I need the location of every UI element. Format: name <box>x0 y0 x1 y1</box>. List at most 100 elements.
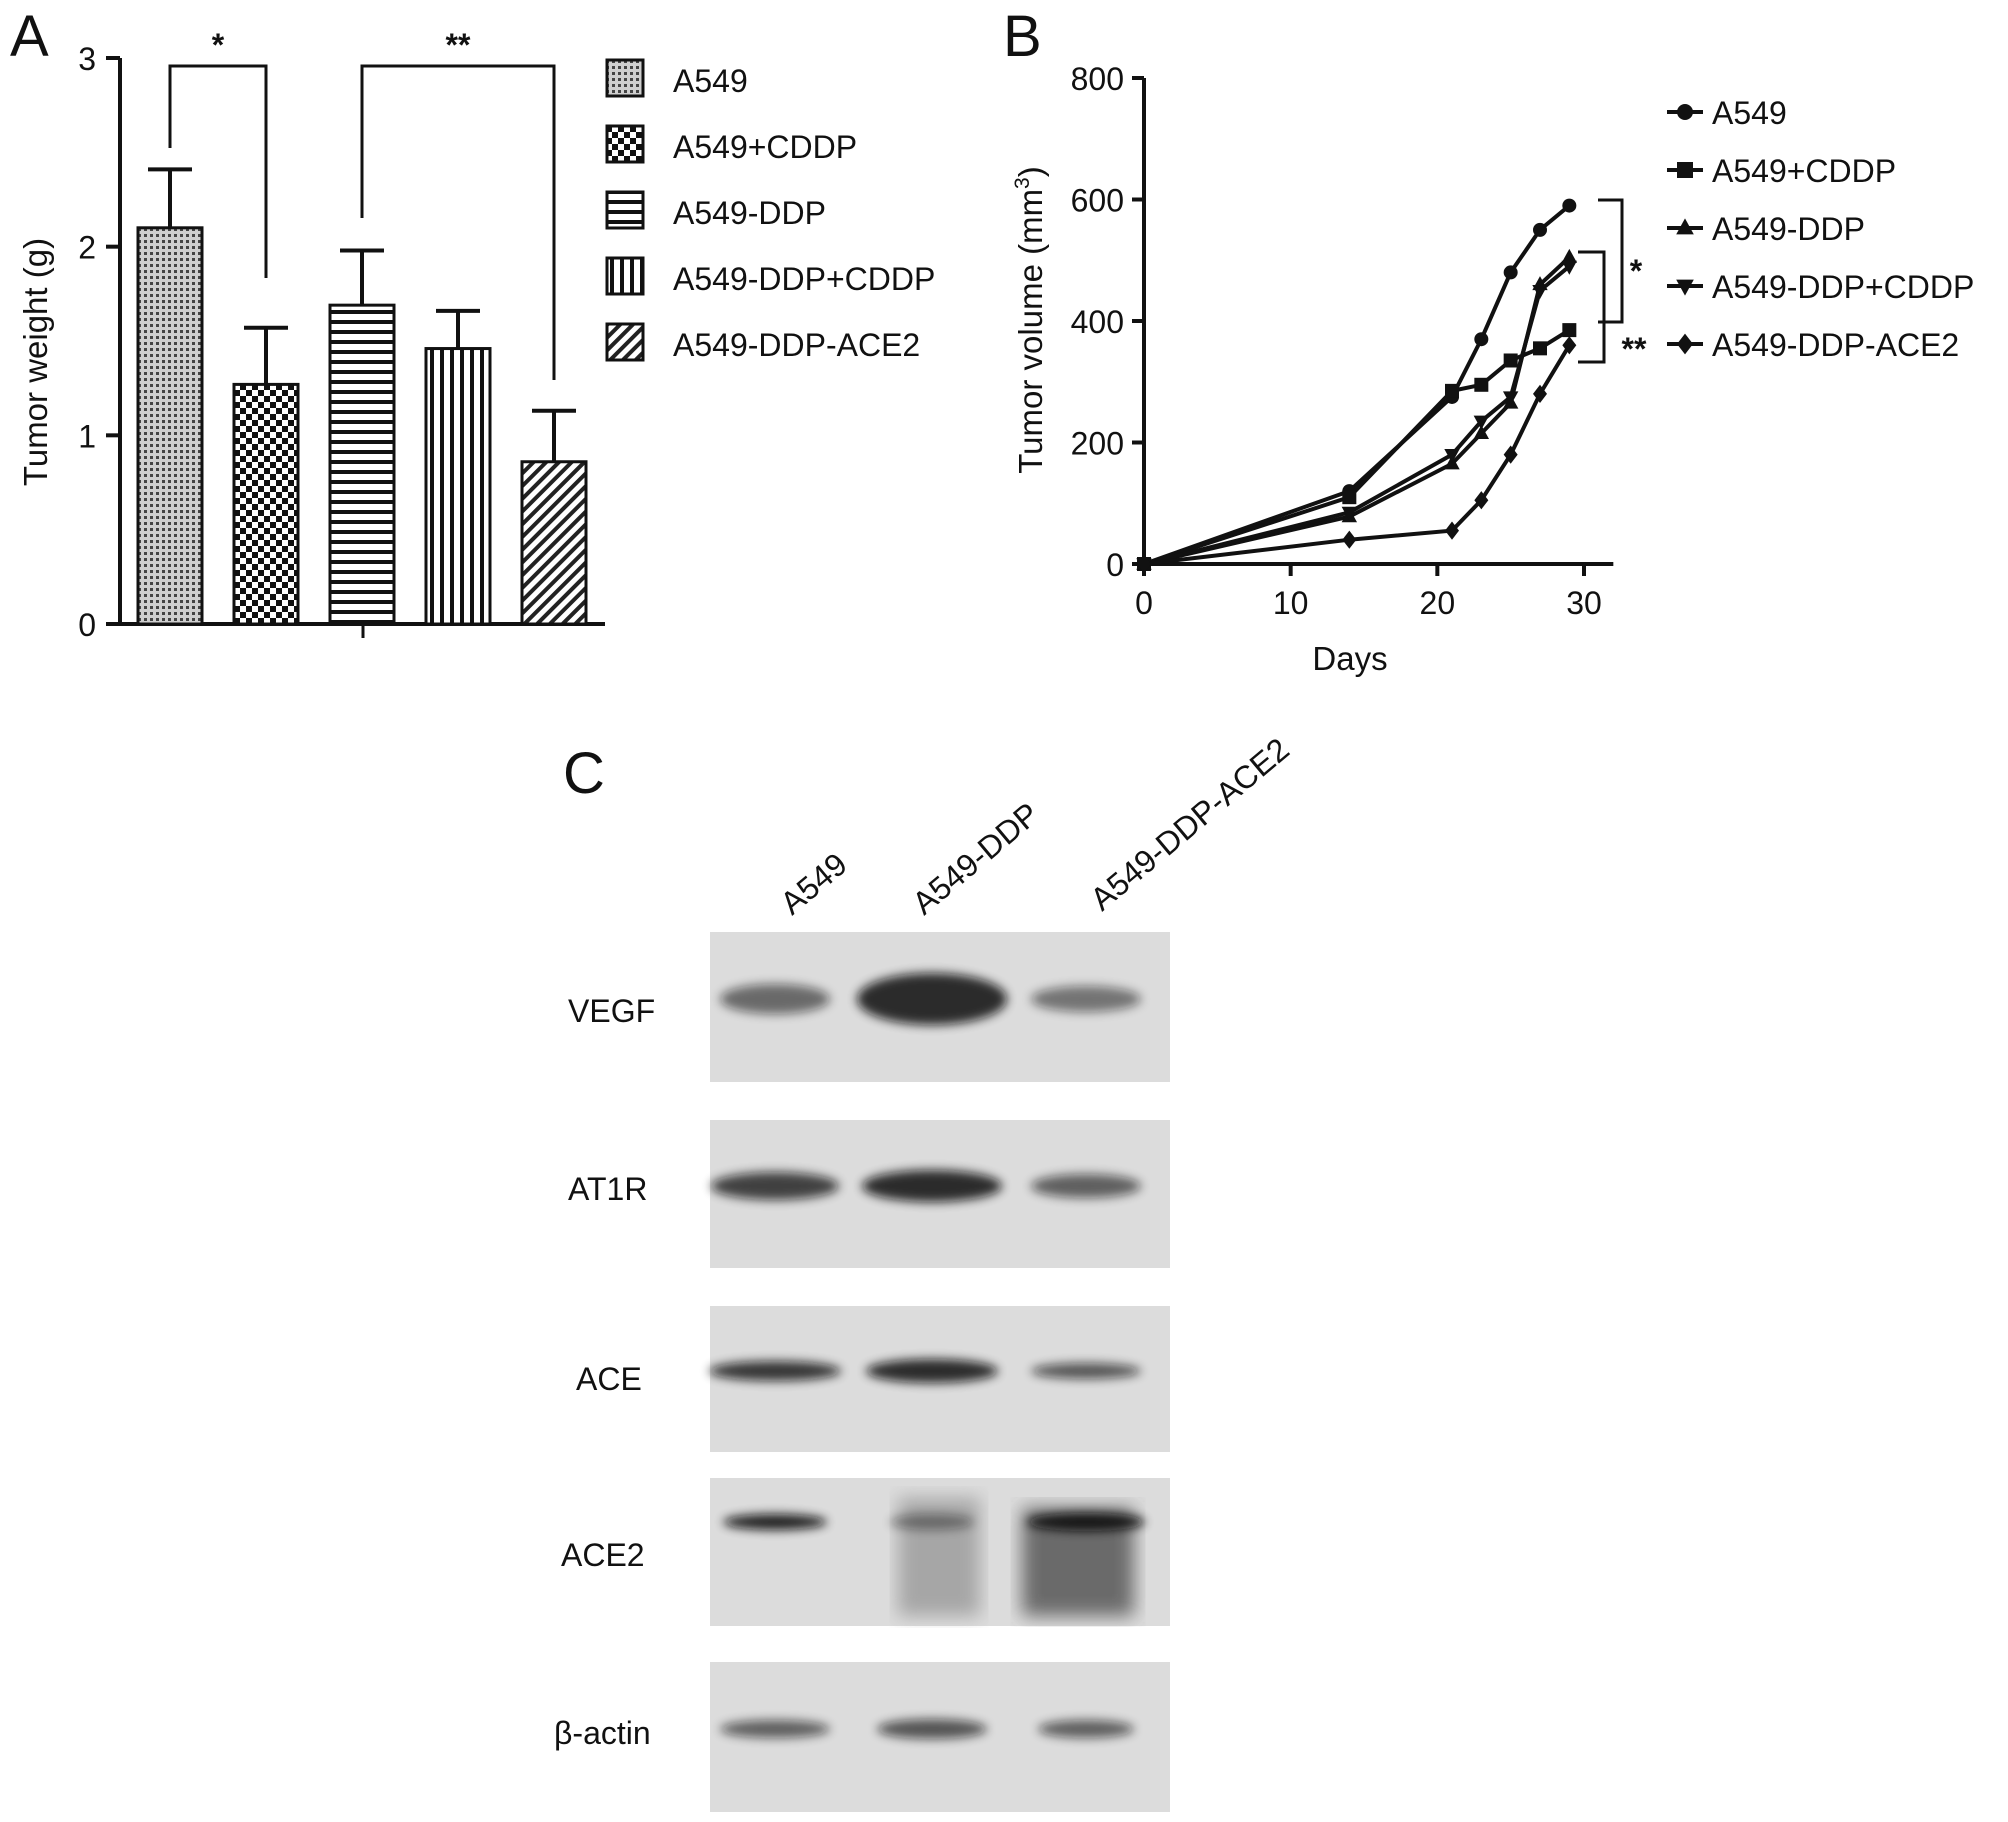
y-tick-label: 400 <box>1071 304 1124 340</box>
row-label: VEGF <box>568 993 655 1029</box>
lane-labels: A549 A549-DDP A549-DDP-ACE2 <box>773 731 1296 921</box>
legend-swatch <box>605 256 645 296</box>
x-tick-label: 0 <box>1135 585 1153 621</box>
significance-bracket <box>360 64 556 380</box>
data-point <box>1473 424 1490 439</box>
panel-c-western-blot: C A549 A549-DDP A549-DDP-ACE2 VEGF AT1R ACE A… <box>554 731 1296 1812</box>
data-point <box>1561 248 1578 263</box>
significance-star: * <box>1630 253 1643 289</box>
blot-band <box>877 1719 987 1739</box>
legend-label: A549 <box>1712 95 1787 131</box>
row-label: ACE <box>576 1361 642 1397</box>
legend-label: A549-DDP-ACE2 <box>673 327 920 363</box>
legend-marker <box>1676 218 1694 235</box>
bars <box>136 167 588 626</box>
legend-label: A549+CDDP <box>1712 153 1896 189</box>
series-a549 <box>1137 198 1577 571</box>
bar-a549 <box>136 226 204 626</box>
blot-band <box>720 1720 830 1738</box>
legend-swatch <box>605 58 645 98</box>
data-point <box>1562 198 1577 213</box>
series-a549-ddp+cddp <box>1136 260 1578 573</box>
lane-label: A549 <box>773 846 853 922</box>
blot-band <box>1031 1363 1141 1379</box>
data-point <box>1137 554 1151 574</box>
blot-band <box>857 973 1007 1025</box>
y-tick-label: 2 <box>78 230 96 266</box>
data-point <box>1561 260 1578 275</box>
series-a549-ddp-ace2 <box>1137 336 1577 574</box>
series-a549+cddp <box>1137 323 1577 571</box>
legend-label: A549+CDDP <box>673 129 857 165</box>
legend-marker <box>1676 279 1694 296</box>
data-point <box>1474 377 1489 392</box>
data-point <box>1533 341 1547 356</box>
data-point <box>1503 353 1518 368</box>
x-axis-label: Days <box>1312 640 1387 677</box>
blot-band <box>1038 1720 1134 1738</box>
y-ticks: 0 1 2 3 <box>78 41 120 643</box>
blot-row-4: ACE2 <box>561 1478 1170 1626</box>
blot-band <box>862 1170 1002 1202</box>
data-point <box>1503 265 1518 280</box>
blot-band <box>1031 986 1141 1012</box>
legend-swatch <box>605 124 645 164</box>
bar-a549-ddp-ace2 <box>520 460 588 626</box>
y-tick-label: 0 <box>78 607 96 643</box>
legend-label: A549-DDP+CDDP <box>673 261 935 297</box>
row-label: ACE2 <box>561 1537 645 1573</box>
legend-label: A549-DDP <box>1712 211 1865 247</box>
significance-star: ** <box>1622 331 1647 367</box>
lane-label: A549-DDP <box>905 795 1045 921</box>
data-point <box>1533 222 1547 237</box>
data-point <box>1444 449 1460 464</box>
data-point <box>1341 506 1358 521</box>
blot-rows: VEGF AT1R ACE ACE2 β-actin <box>554 932 1170 1812</box>
legend-label: A549-DDP+CDDP <box>1712 269 1974 305</box>
legend-marker <box>1677 333 1693 355</box>
data-point <box>1562 336 1577 355</box>
y-tick-label: 600 <box>1071 183 1124 219</box>
data-point <box>1562 323 1577 338</box>
blot-band <box>720 984 830 1014</box>
blot-row-1: VEGF <box>568 932 1170 1082</box>
row-label: AT1R <box>568 1171 647 1207</box>
data-point <box>1502 391 1519 406</box>
series-line <box>1143 264 1571 566</box>
x-tick-label: 30 <box>1566 585 1602 621</box>
panel-b-line-chart: B Tumor volume (mm3) Days 0 200 400 600 800 0… <box>1003 4 1974 677</box>
blot-band <box>723 1514 827 1530</box>
y-axis-label: Tumor volume (mm3) <box>1011 166 1049 474</box>
series <box>1136 198 1578 574</box>
panel-b-letter: B <box>1003 4 1042 69</box>
blot-band <box>1027 1513 1145 1531</box>
panel-c-letter: C <box>563 741 605 806</box>
blot-row-5: β-actin <box>554 1662 1170 1812</box>
data-point <box>1474 491 1489 510</box>
data-point <box>1445 383 1459 398</box>
legend-marker <box>1677 104 1693 120</box>
bar-a549+cddp <box>232 382 300 626</box>
row-label: β-actin <box>554 1715 651 1751</box>
ticks: 0 200 400 600 800 0 10 20 30 <box>1071 61 1602 621</box>
blot-band <box>709 1361 841 1381</box>
bar-a549-ddp+cddp <box>424 347 492 626</box>
data-point <box>1503 445 1518 464</box>
series-a549-ddp <box>1136 248 1578 570</box>
significance-bracket <box>168 64 268 278</box>
blot-band <box>890 1514 974 1530</box>
y-tick-label: 0 <box>1106 547 1124 583</box>
data-point <box>1473 415 1490 430</box>
y-tick-label: 3 <box>78 41 96 77</box>
blot-band <box>866 1359 998 1383</box>
y-tick-label: 800 <box>1071 61 1124 97</box>
y-axis-label: Tumor weight (g) <box>17 238 54 486</box>
y-tick-label: 200 <box>1071 426 1124 462</box>
legend-label: A549 <box>673 63 748 99</box>
significance-bracket <box>1598 198 1624 324</box>
legend-label: A549-DDP-ACE2 <box>1712 327 1959 363</box>
series-line <box>1143 255 1571 566</box>
significance-brackets: *** <box>1578 198 1647 367</box>
blot-band <box>1031 1174 1141 1198</box>
